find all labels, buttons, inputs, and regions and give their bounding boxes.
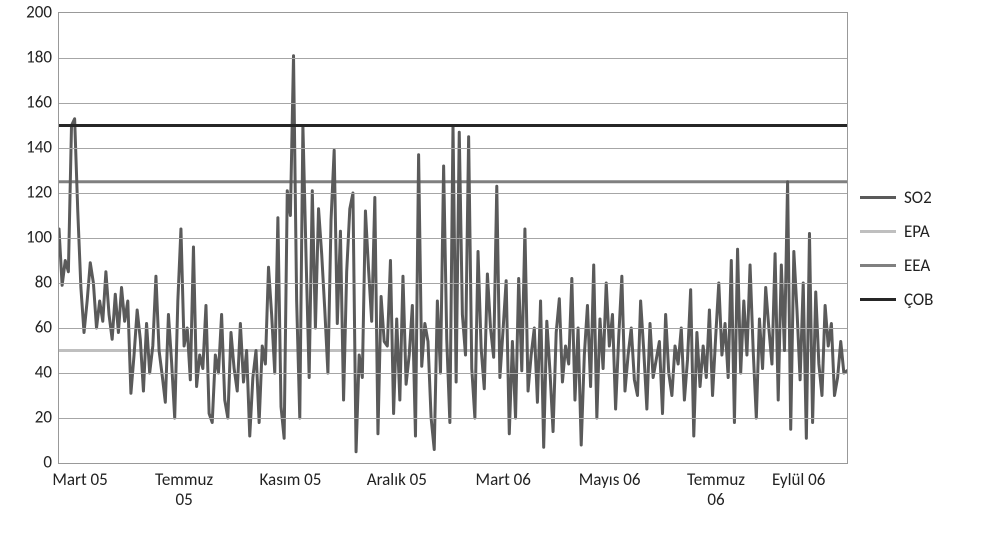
- gridline: [59, 283, 847, 284]
- chart-container: 020406080100120140160180200 Mart 05Temmu…: [0, 0, 992, 534]
- legend-item: SO2: [860, 180, 933, 214]
- legend-item: EPA: [860, 214, 933, 248]
- legend-swatch: [860, 196, 896, 199]
- gridline: [59, 418, 847, 419]
- legend-item: EEA: [860, 248, 933, 282]
- gridline: [59, 148, 847, 149]
- y-tick-label: 120: [4, 182, 52, 203]
- legend-item: ÇOB: [860, 282, 933, 316]
- y-tick-label: 40: [4, 362, 52, 383]
- plot-area: [58, 12, 848, 464]
- y-tick-label: 200: [4, 2, 52, 23]
- legend-swatch: [860, 230, 896, 233]
- legend-label: EPA: [904, 221, 930, 242]
- x-tick-label: Aralık 05: [347, 470, 447, 490]
- legend-label: ÇOB: [904, 289, 933, 310]
- y-tick-label: 80: [4, 272, 52, 293]
- x-tick-label: Mart 06: [453, 470, 553, 490]
- gridline: [59, 328, 847, 329]
- gridline: [59, 103, 847, 104]
- gridline: [59, 193, 847, 194]
- x-tick-label: Mayıs 06: [560, 470, 660, 490]
- y-tick-label: 100: [4, 227, 52, 248]
- x-tick-label: Temmuz 05: [134, 470, 234, 509]
- y-tick-label: 140: [4, 137, 52, 158]
- x-tick-label: Eylül 06: [749, 470, 849, 490]
- legend-label: SO2: [904, 187, 932, 208]
- y-tick-label: 160: [4, 92, 52, 113]
- x-tick-label: Mart 05: [30, 470, 130, 490]
- gridline: [59, 373, 847, 374]
- legend-label: EEA: [904, 255, 930, 276]
- legend: SO2 EPA EEA ÇOB: [860, 180, 933, 316]
- series-so2: [59, 56, 847, 452]
- y-tick-label: 180: [4, 47, 52, 68]
- x-tick-label: Kasım 05: [240, 470, 340, 490]
- y-tick-label: 20: [4, 407, 52, 428]
- legend-swatch: [860, 264, 896, 267]
- gridline: [59, 238, 847, 239]
- legend-swatch: [860, 298, 896, 301]
- gridline: [59, 58, 847, 59]
- y-tick-label: 60: [4, 317, 52, 338]
